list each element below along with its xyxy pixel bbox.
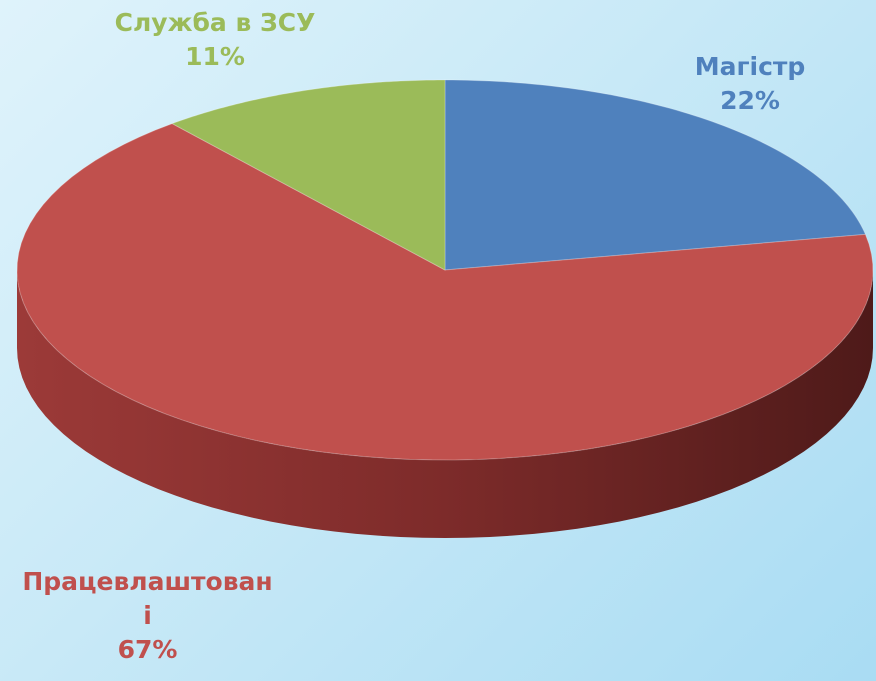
label-value: 67% bbox=[117, 635, 178, 664]
label-name: Магістр bbox=[694, 52, 806, 81]
slice-side bbox=[17, 270, 873, 538]
slice bbox=[16, 123, 874, 461]
slice bbox=[444, 79, 867, 271]
slice-label: Служба в ЗСУ 11% bbox=[80, 6, 350, 74]
label-value: 22% bbox=[720, 86, 780, 115]
label-name: Працевлаштовані bbox=[22, 567, 273, 630]
slice bbox=[170, 79, 446, 271]
label-name: Служба в ЗСУ bbox=[114, 8, 316, 37]
slice-label: Магістр 22% bbox=[640, 50, 860, 118]
slice-label: Працевлаштовані 67% bbox=[20, 565, 275, 667]
label-value: 11% bbox=[185, 42, 245, 71]
